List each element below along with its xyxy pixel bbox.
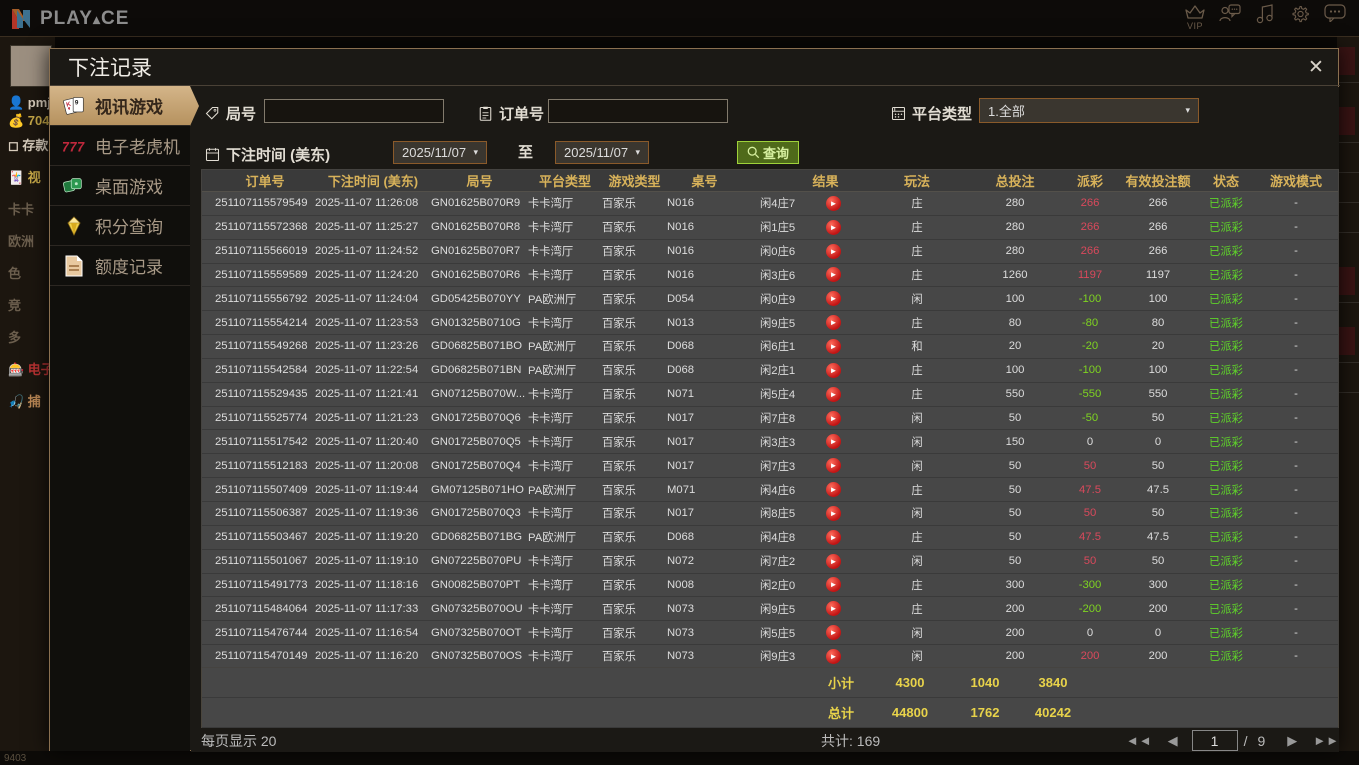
svg-text:777: 777 xyxy=(63,138,85,154)
svg-text:9: 9 xyxy=(75,99,79,106)
